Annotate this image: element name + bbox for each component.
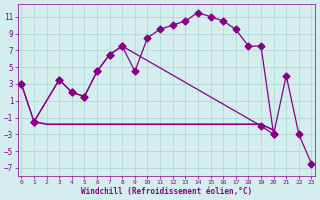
X-axis label: Windchill (Refroidissement éolien,°C): Windchill (Refroidissement éolien,°C) bbox=[81, 187, 252, 196]
